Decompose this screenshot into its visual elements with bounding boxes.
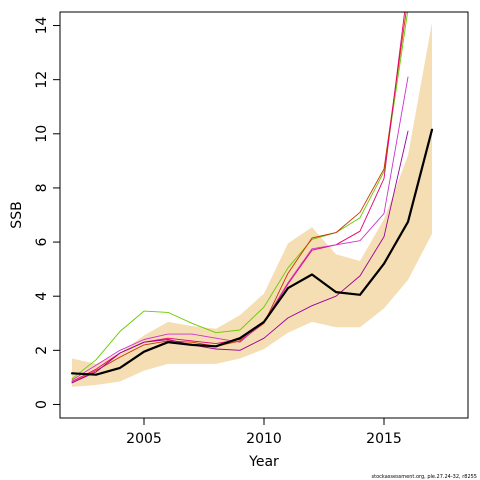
series-line-retro-1 — [71, 12, 409, 380]
confidence-band — [72, 22, 432, 387]
y-tick-label: 4 — [34, 292, 50, 301]
y-tick-label: 6 — [34, 238, 50, 247]
series-layer — [70, 12, 434, 384]
y-tick-label: 10 — [34, 125, 50, 143]
x-axis: 2005 2010 2015 — [126, 417, 402, 447]
y-tick-label: 2 — [34, 346, 50, 355]
x-tick-label: 2005 — [126, 431, 162, 447]
y-tick-label: 8 — [34, 183, 50, 192]
y-axis: 0 2 4 6 8 10 12 14 — [34, 17, 61, 409]
series-line-retro-2 — [71, 12, 407, 384]
x-tick-label: 2015 — [366, 431, 402, 447]
credit-note: stockassessment.org, ple.27.24-32, r8255 — [372, 474, 477, 480]
y-tick-label: 0 — [34, 400, 50, 409]
confidence-band-layer — [72, 22, 432, 387]
x-tick-label: 2010 — [246, 431, 282, 447]
series-line-estimate — [70, 128, 434, 376]
y-tick-label: 12 — [34, 71, 50, 89]
series-line-retro-4 — [71, 76, 409, 381]
y-axis-title: SSB — [9, 201, 25, 228]
y-tick-label: 14 — [34, 17, 50, 35]
series-line-retro-5 — [71, 130, 409, 384]
x-axis-title: Year — [248, 454, 279, 470]
